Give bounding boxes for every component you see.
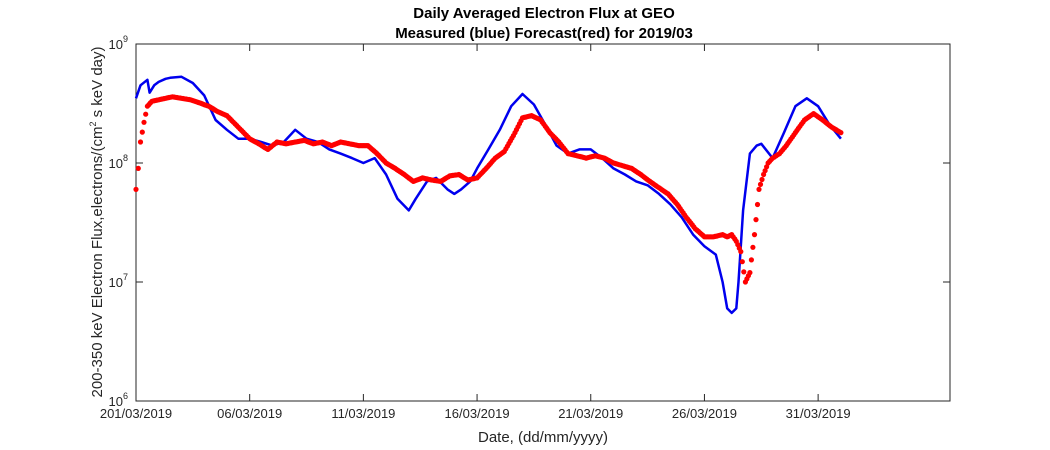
chart-title: Daily Averaged Electron Flux at GEO (413, 5, 675, 22)
x-tick-label: 11/03/2019 (331, 406, 395, 421)
forecast-point (748, 257, 755, 263)
x-tick-label: 26/03/2019 (672, 406, 737, 421)
y-tick-label: 108 (109, 153, 128, 171)
x-axis-ticks: 201/03/2019 06/03/2019 11/03/2019 16/03/201… (100, 44, 851, 421)
x-tick-label: 16/03/2019 (445, 406, 510, 421)
forecast-point (757, 181, 764, 187)
x-tick-label: 21/03/2019 (558, 406, 623, 421)
forecast-point (759, 176, 765, 183)
forecast-point (754, 201, 761, 208)
series-layer (133, 75, 844, 315)
forecast-point (838, 130, 844, 136)
forecast-point (133, 186, 139, 192)
forecast-point (747, 270, 753, 276)
forecast-point (135, 165, 141, 171)
forecast-point (750, 244, 756, 250)
y-tick-label: 109 (109, 34, 128, 52)
forecast-point (738, 249, 744, 255)
x-tick-label: 31/03/2019 (786, 406, 851, 421)
chart-subtitle: Measured (blue) Forecast(red) for 2019/0… (395, 25, 693, 42)
y-axis-label-tail: s keV day) (89, 46, 106, 121)
forecast-point (143, 111, 149, 117)
forecast-point (139, 129, 145, 135)
x-tick-label: 201/03/2019 (100, 406, 172, 421)
forecast-point (141, 119, 147, 125)
forecast-point (739, 259, 745, 265)
forecast-point (762, 168, 768, 174)
forecast-point (751, 232, 758, 238)
forecast-point (756, 186, 762, 192)
y-axis-label: 200-350 keV Electron Flux,electrons/(cm2… (88, 46, 106, 397)
forecast-point (741, 269, 747, 275)
y-tick-label: 107 (109, 272, 128, 290)
forecast-point (753, 217, 759, 223)
x-axis-label: Date, (dd/mm/yyyy) (478, 429, 608, 446)
series-line-measured (134, 75, 842, 315)
forecast-point (137, 139, 144, 145)
y-axis-label-sup: 2 (88, 122, 98, 127)
series-markers-forecast (133, 94, 844, 285)
y-axis-label-main: 200-350 keV Electron Flux,electrons/(cm (89, 127, 106, 398)
x-tick-label: 06/03/2019 (217, 406, 282, 421)
plot-area (135, 43, 951, 402)
